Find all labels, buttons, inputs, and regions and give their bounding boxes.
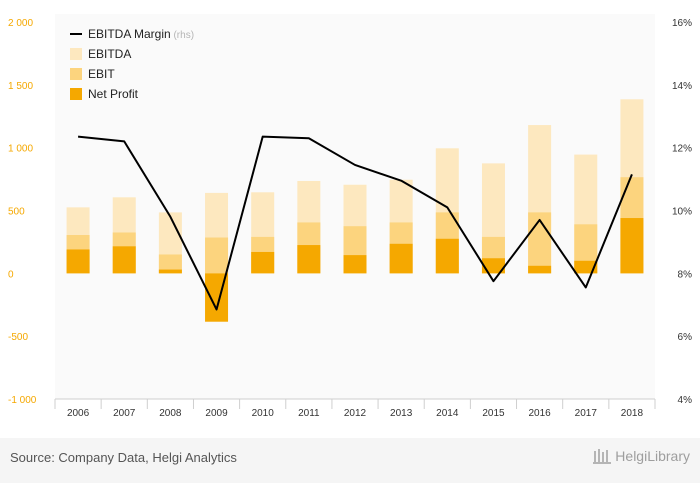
footer-band xyxy=(0,438,700,483)
x-axis-tick-label: 2015 xyxy=(482,408,505,419)
x-axis-tick-label: 2013 xyxy=(390,408,413,419)
legend-swatch xyxy=(70,48,82,60)
logo-text: HelgiLibrary xyxy=(615,448,690,464)
bar-net-profit xyxy=(158,269,182,274)
x-axis-tick-label: 2010 xyxy=(252,408,275,419)
source-note: Source: Company Data, Helgi Analytics xyxy=(10,450,237,465)
bar-net-profit xyxy=(251,251,275,274)
bar-net-profit xyxy=(297,245,321,274)
right-axis-tick-label: 14% xyxy=(672,81,692,92)
x-axis-tick-label: 2012 xyxy=(344,408,367,419)
left-axis-tick-label: 500 xyxy=(8,207,25,218)
legend-label: EBIT xyxy=(88,67,115,81)
bar-net-profit xyxy=(481,258,505,274)
legend-swatch xyxy=(70,68,82,80)
bar-net-profit xyxy=(528,265,552,274)
right-axis-tick-label: 4% xyxy=(678,395,693,406)
right-axis-tick-label: 16% xyxy=(672,18,692,29)
helgi-library-logo: HelgiLibrary xyxy=(593,448,690,464)
right-axis-tick-label: 8% xyxy=(678,269,693,280)
bar-ebit xyxy=(158,254,182,274)
legend-label: EBITDA Margin (rhs) xyxy=(88,27,194,41)
x-axis-tick-label: 2008 xyxy=(159,408,182,419)
bar-net-profit xyxy=(66,249,90,274)
left-axis-tick-label: 2 000 xyxy=(8,18,33,29)
x-axis-tick-label: 2011 xyxy=(298,408,320,419)
left-axis-tick-label: -1 000 xyxy=(8,395,37,406)
x-axis-tick-label: 2007 xyxy=(113,408,136,419)
library-icon xyxy=(593,449,612,464)
x-axis-tick-label: 2014 xyxy=(436,408,459,419)
x-axis-tick-label: 2016 xyxy=(528,408,551,419)
right-axis-tick-label: 12% xyxy=(672,144,692,155)
right-axis-tick-label: 10% xyxy=(672,207,692,218)
bar-net-profit xyxy=(343,255,367,274)
bar-net-profit xyxy=(112,246,136,274)
bar-ebit xyxy=(205,237,229,274)
legend-label: Net Profit xyxy=(88,87,139,101)
right-axis-tick-label: 6% xyxy=(678,332,693,343)
left-axis-tick-label: 1 500 xyxy=(8,81,33,92)
bar-net-profit xyxy=(620,218,644,274)
x-axis-tick-label: 2018 xyxy=(621,408,644,419)
x-axis-tick-label: 2009 xyxy=(205,408,228,419)
x-axis-tick-label: 2006 xyxy=(67,408,90,419)
bar-net-profit xyxy=(435,238,459,274)
left-axis-tick-label: 0 xyxy=(8,269,14,280)
x-axis-tick-label: 2017 xyxy=(575,408,598,419)
left-axis-tick-label: -500 xyxy=(8,332,28,343)
left-axis-tick-label: 1 000 xyxy=(8,144,33,155)
legend-label: EBITDA xyxy=(88,47,131,61)
bar-net-profit xyxy=(574,260,598,274)
legend-swatch xyxy=(70,88,82,100)
ebitda-margin-line xyxy=(77,135,633,311)
chart-canvas: -1 000 -500 0 500 1 000 1 500 2 000 4% 6% 8% 10% 12… xyxy=(8,18,693,419)
bar-net-profit xyxy=(389,243,413,274)
